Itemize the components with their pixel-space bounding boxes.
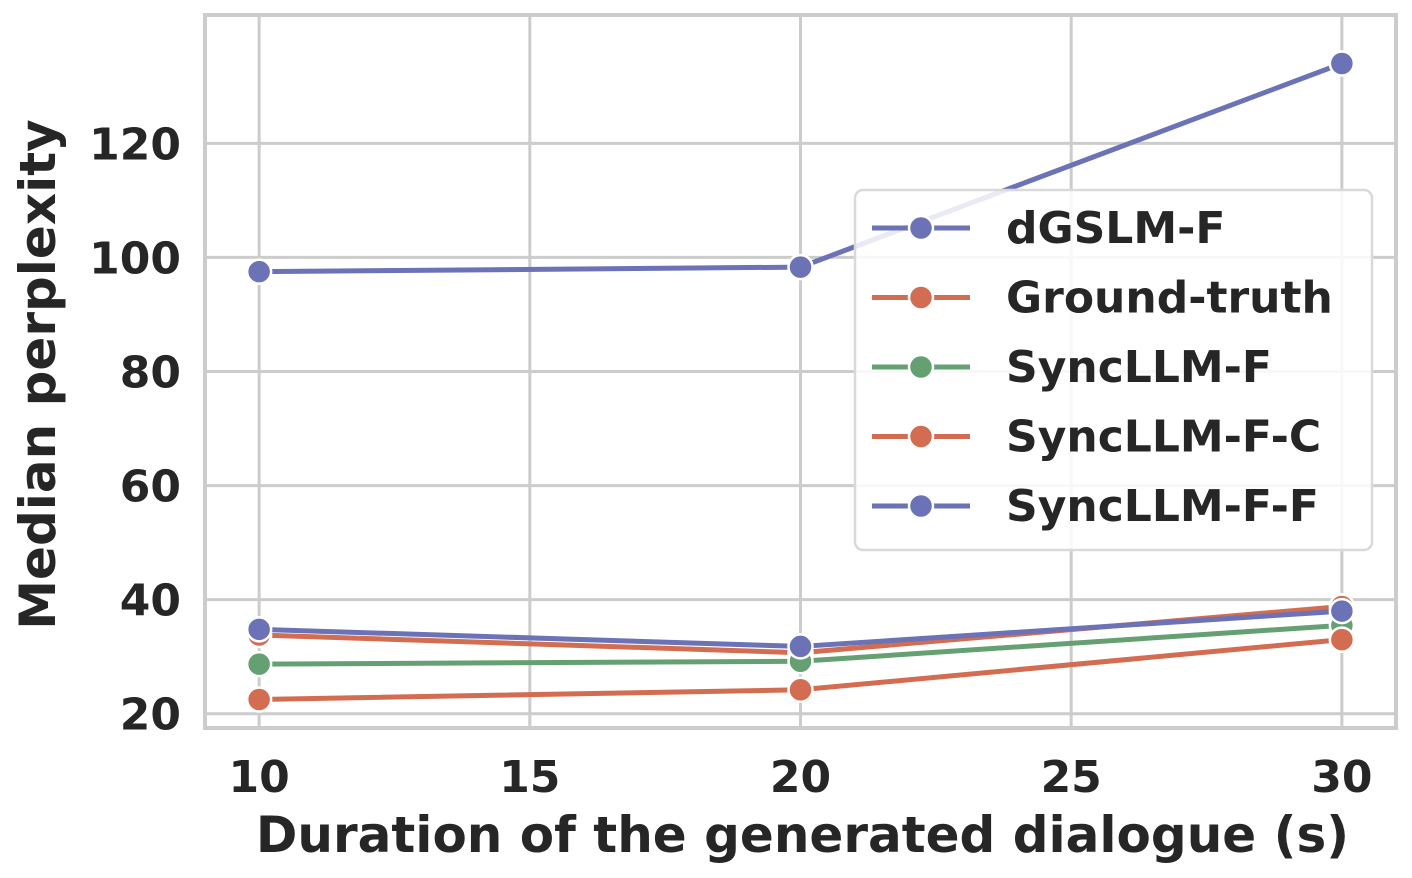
legend-item: SyncLLM-F-F	[872, 481, 1319, 532]
x-tick-label: 15	[499, 752, 560, 803]
series-layer	[245, 50, 1356, 713]
legend-marker	[907, 284, 935, 311]
x-tick-labels: 10 15 20 25 30	[229, 752, 1373, 803]
legend-label: Ground-truth	[1006, 273, 1333, 324]
y-tick-label: 20	[120, 690, 181, 741]
legend-item: SyncLLM-F	[872, 342, 1272, 393]
legend-item: SyncLLM-F-C	[872, 412, 1321, 463]
series-dgslm-f	[245, 50, 1356, 285]
data-point	[245, 258, 273, 285]
legend-label: SyncLLM-F-F	[1006, 481, 1319, 532]
data-point	[787, 633, 814, 660]
data-point	[787, 676, 814, 704]
y-tick-label: 120	[89, 119, 181, 170]
data-point	[245, 616, 273, 643]
data-point	[245, 650, 273, 678]
y-tick-label: 80	[120, 348, 181, 399]
x-tick-label: 25	[1041, 752, 1102, 803]
plot-frame	[203, 13, 1398, 730]
series-syncllm-f-f	[245, 597, 1356, 660]
y-tick-label: 40	[120, 576, 181, 627]
legend-item: Ground-truth	[872, 273, 1333, 324]
legend-label: SyncLLM-F-C	[1006, 412, 1321, 463]
legend-marker	[907, 214, 935, 242]
legend-marker	[907, 423, 935, 450]
x-tick-label: 10	[229, 752, 290, 803]
x-axis-title: Duration of the generated dialogue (s)	[256, 806, 1349, 864]
series-syncllm-f-c	[245, 626, 1356, 713]
data-point	[1328, 626, 1356, 653]
legend-label: dGSLM-F	[1006, 203, 1225, 254]
legend-marker	[907, 353, 935, 381]
data-point	[1328, 597, 1356, 625]
y-tick-label: 60	[120, 462, 181, 513]
data-point	[245, 686, 273, 713]
legend-label: SyncLLM-F	[1006, 342, 1272, 393]
data-point	[1328, 50, 1356, 77]
y-tick-label: 100	[89, 233, 181, 284]
y-axis-title: Median perplexity	[9, 119, 67, 629]
legend-item: dGSLM-F	[872, 203, 1225, 254]
legend: dGSLM-F Ground-truth SyncLLM-F SyncLLM-F-C S…	[853, 188, 1374, 552]
legend-marker	[907, 492, 935, 520]
legend-box	[853, 188, 1374, 552]
x-tick-label: 20	[770, 752, 831, 803]
y-tick-labels: 20 40 60 80 100 120	[89, 119, 181, 740]
data-point	[787, 253, 814, 281]
x-tick-label: 30	[1311, 752, 1372, 803]
